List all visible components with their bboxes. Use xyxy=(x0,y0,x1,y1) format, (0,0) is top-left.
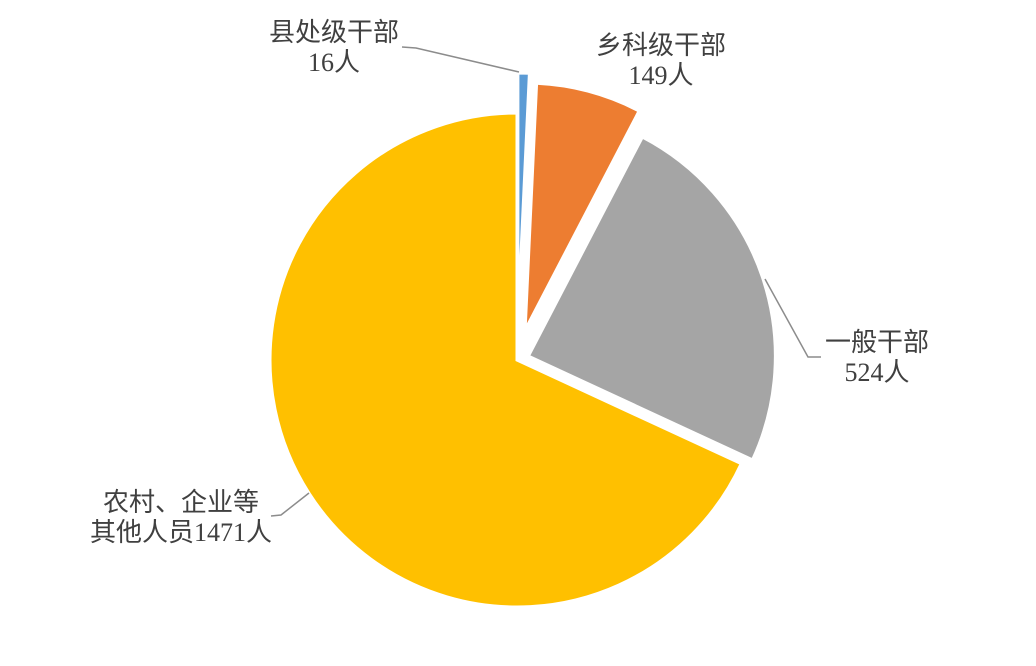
pie-slice-general-cadres xyxy=(526,134,777,462)
slice-label-name: 乡科级干部 xyxy=(595,31,727,60)
slice-label-value: 其他人员1471人 xyxy=(89,518,273,547)
slice-label-rural-enterprise-others: 农村、企业等 其他人员1471人 xyxy=(90,488,272,548)
pie-slice-township-section-cadres xyxy=(523,81,642,331)
slice-label-name: 县处级干部 xyxy=(268,18,400,47)
leader-line-general-cadres xyxy=(764,278,821,358)
slice-label-value: 149人 xyxy=(628,61,694,90)
slice-label-general-cadres: 一般干部 524人 xyxy=(825,328,929,388)
slice-label-name: 农村、企业等 xyxy=(102,488,260,517)
slice-label-township-section-cadres: 乡科级干部 149人 xyxy=(596,31,726,91)
leader-line-county-division-cadres xyxy=(401,46,520,73)
slice-label-name: 一般干部 xyxy=(824,328,930,357)
slice-label-value: 524人 xyxy=(844,358,910,387)
pie-slice-county-division-cadres xyxy=(516,71,531,321)
slice-label-county-division-cadres: 县处级干部 16人 xyxy=(269,18,399,78)
slice-label-value: 16人 xyxy=(307,48,361,77)
leader-line-rural-enterprise-others xyxy=(270,492,310,517)
